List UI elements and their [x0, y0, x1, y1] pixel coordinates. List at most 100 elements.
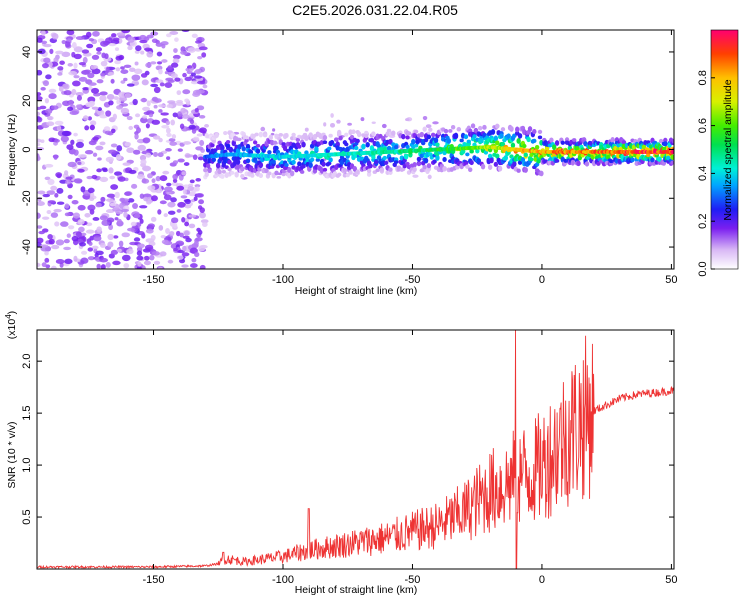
- heatmap-cell: [512, 161, 517, 167]
- colorbar-label: Normalized spectral amplitude: [722, 79, 734, 220]
- heatmap-cell: [506, 133, 511, 139]
- heatmap-cell: [139, 218, 144, 224]
- heatmap-cell: [54, 139, 60, 143]
- heatmap-cell: [77, 204, 86, 211]
- heatmap-cell: [153, 151, 158, 157]
- heatmap-cell: [145, 123, 150, 129]
- heatmap-cell: [54, 120, 64, 126]
- heatmap-cell: [365, 141, 370, 148]
- heatmap-cell: [73, 62, 78, 69]
- heatmap-cell: [89, 120, 97, 126]
- heatmap-cell: [192, 154, 198, 160]
- heatmap-cell: [96, 51, 102, 55]
- heatmap-cell: [126, 83, 135, 87]
- heatmap-cell: [158, 224, 164, 231]
- heatmap-cell: [46, 210, 52, 215]
- heatmap-cell: [165, 127, 171, 134]
- heatmap-cell: [159, 200, 167, 205]
- heatmap-cell: [89, 192, 95, 198]
- heatmap-cell: [123, 77, 128, 82]
- heatmap-cell: [133, 81, 140, 86]
- heatmap-cell: [267, 171, 272, 176]
- heatmap-cell: [93, 235, 102, 242]
- heatmap-cell: [322, 140, 328, 145]
- heatmap-cell: [157, 152, 164, 158]
- heatmap-cell: [89, 197, 95, 202]
- heatmap-cell: [432, 159, 437, 164]
- heatmap-cell: [272, 128, 276, 132]
- heatmap-cell: [220, 144, 225, 151]
- heatmap-cell: [121, 232, 131, 238]
- heatmap-cell: [41, 40, 48, 45]
- heatmap-cell: [552, 144, 557, 151]
- heatmap-cell: [132, 202, 139, 210]
- heatmap-cell: [127, 45, 133, 51]
- y-tick-label: -40: [21, 239, 33, 255]
- heatmap-cell: [204, 171, 209, 178]
- heatmap-cell: [54, 193, 59, 198]
- heatmap-cell: [413, 129, 419, 134]
- heatmap-cell: [168, 138, 176, 142]
- heatmap-cell: [106, 193, 116, 198]
- heatmap-cell: [88, 100, 96, 107]
- colorbar-ticks: 0.0 0.2 0.4 0.6 0.8: [697, 70, 715, 277]
- heatmap-cell: [37, 69, 43, 76]
- heatmap-cell: [55, 258, 65, 264]
- heatmap-cell: [576, 160, 581, 167]
- heatmap-cell: [147, 223, 155, 229]
- snr-series-line: [37, 330, 674, 569]
- heatmap-cell: [477, 125, 483, 131]
- heatmap-cell: [199, 264, 206, 269]
- heatmap-cell: [37, 196, 42, 202]
- heatmap-cell: [78, 154, 87, 158]
- heatmap-cell: [92, 136, 99, 141]
- heatmap-cell: [142, 106, 151, 112]
- heatmap-cell: [66, 233, 72, 238]
- heatmap-cell: [113, 235, 119, 239]
- heatmap-cell: [105, 110, 112, 117]
- heatmap-cell: [198, 199, 205, 205]
- heatmap-cell: [257, 167, 262, 172]
- heatmap-cell: [37, 37, 43, 43]
- heatmap-cell: [153, 260, 161, 265]
- heatmap-cell: [88, 140, 97, 146]
- heatmap-cell: [71, 235, 79, 242]
- heatmap-cell: [73, 46, 83, 53]
- heatmap-cell: [199, 139, 205, 147]
- heatmap-cell: [610, 137, 615, 143]
- heatmap-cell: [97, 109, 105, 116]
- heatmap-cell: [241, 146, 246, 152]
- heatmap-cell: [670, 160, 674, 165]
- heatmap-cell: [139, 193, 145, 199]
- colorbar-tick-label: 0.2: [697, 214, 709, 229]
- heatmap-cell: [284, 132, 289, 139]
- y-tick-label: 40: [21, 46, 33, 58]
- heatmap-cell: [41, 216, 50, 220]
- heatmap-cell: [197, 156, 204, 161]
- heatmap-cell: [355, 138, 360, 144]
- heatmap-cell: [119, 96, 128, 102]
- heatmap-cell: [37, 48, 46, 55]
- heatmap-cell: [59, 60, 65, 65]
- heatmap-cell: [366, 168, 372, 174]
- heatmap-cell: [466, 139, 471, 144]
- heatmap-cell: [181, 217, 186, 223]
- heatmap-cell: [187, 186, 194, 191]
- heatmap-cell: [101, 52, 106, 59]
- heatmap-cell: [151, 119, 161, 125]
- heatmap-cell: [126, 115, 133, 121]
- heatmap-cell: [463, 134, 469, 140]
- heatmap-cell: [188, 124, 196, 130]
- heatmap-cell: [554, 140, 560, 146]
- heatmap-cell: [329, 122, 336, 128]
- heatmap-cell: [289, 170, 295, 177]
- heatmap-cell: [116, 99, 121, 105]
- heatmap-cell: [361, 143, 366, 150]
- heatmap-cell: [187, 47, 196, 53]
- heatmap-cell: [145, 62, 152, 68]
- heatmap-cell: [252, 140, 258, 145]
- heatmap-cell: [166, 156, 171, 161]
- heatmap-cell: [231, 140, 236, 147]
- heatmap-cell: [309, 157, 315, 162]
- heatmap-cell: [560, 140, 565, 145]
